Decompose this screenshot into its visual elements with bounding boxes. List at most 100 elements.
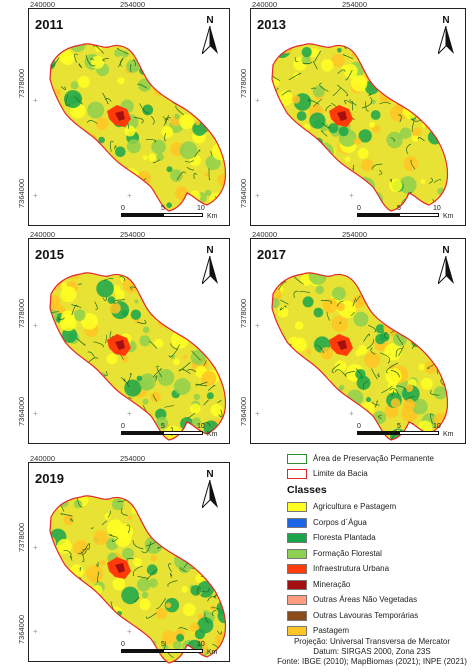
scale-unit: Km (207, 213, 218, 220)
scale-unit: Km (207, 649, 218, 656)
class-label: Corpos d´Água (313, 517, 367, 527)
class-swatch (287, 595, 307, 605)
north-arrow: N (199, 469, 221, 509)
scale-bar: 0 5 10 Km (121, 641, 221, 659)
class-label: Formação Florestal (313, 548, 382, 558)
class-swatch (287, 564, 307, 574)
year-label: 2015 (35, 247, 64, 262)
scale-segment-light (163, 213, 203, 217)
grid-cross: + (255, 96, 260, 105)
legend-classes-title: Classes (287, 484, 327, 496)
scale-segment-light (163, 431, 203, 435)
grid-cross: + (127, 409, 132, 418)
scale-tick-10: 10 (433, 423, 441, 430)
grid-cross: + (33, 321, 38, 330)
grid-cross: + (349, 191, 354, 200)
x-coord-right: 254000 (342, 230, 368, 239)
legend-app-label: Área de Preservação Permanente (313, 454, 434, 463)
scale-segment-light (399, 213, 439, 217)
scale-tick-5: 5 (397, 205, 401, 212)
scale-tick-5: 5 (397, 423, 401, 430)
grid-cross: + (33, 627, 38, 636)
class-swatch (287, 517, 307, 528)
scale-tick-5: 5 (161, 205, 165, 212)
watershed-map (37, 35, 237, 220)
year-label: 2011 (35, 17, 64, 32)
north-arrow: N (199, 245, 221, 285)
scale-tick-10: 10 (197, 641, 205, 648)
watershed-map (37, 487, 237, 672)
scale-bar: 0 5 10 Km (121, 423, 221, 441)
class-label: Agricultura e Pastagem (313, 502, 397, 511)
watershed-map (259, 35, 459, 220)
y-coord-top: 7378000 (17, 522, 26, 552)
scale-tick-5: 5 (161, 641, 165, 648)
scale-tick-0: 0 (357, 205, 361, 212)
north-arrow: N (435, 245, 457, 285)
y-coord-bottom: 7364000 (17, 178, 26, 208)
map-panel-2011: 2011 N 0 5 10 Km + + (28, 8, 230, 226)
north-label: N (206, 469, 214, 480)
x-coord-right: 254000 (120, 0, 146, 9)
scale-segment-dark (121, 213, 163, 217)
scale-tick-10: 10 (197, 205, 205, 212)
north-label: N (442, 15, 450, 26)
scale-unit: Km (443, 431, 454, 438)
x-coord-right: 254000 (120, 454, 146, 463)
class-swatch (287, 502, 307, 512)
year-label: 2013 (257, 17, 286, 32)
watershed-map (259, 264, 459, 449)
y-coord-top: 7378000 (239, 298, 248, 328)
map-panel-2017: 2017 N 0 5 10 Km + + (250, 238, 466, 444)
grid-cross: + (255, 191, 260, 200)
scale-tick-10: 10 (433, 205, 441, 212)
legend-limit-label: Limite da Bacia (313, 469, 368, 478)
x-coord-right: 254000 (120, 230, 146, 239)
class-label: Outras Lavouras Temporárias (313, 610, 419, 620)
y-coord-bottom: 7364000 (239, 396, 248, 426)
x-coord-left: 240000 (30, 0, 56, 9)
class-swatch (287, 548, 307, 559)
scale-tick-0: 0 (121, 641, 125, 648)
grid-cross: + (349, 409, 354, 418)
scale-segment-dark (121, 649, 163, 653)
x-coord-right: 254000 (342, 0, 368, 9)
scale-tick-0: 0 (121, 205, 125, 212)
map-panel-2013: 2013 N 0 5 10 Km + + (250, 8, 466, 226)
class-label: Outras Áreas Não Vegetadas (313, 595, 418, 604)
grid-cross: + (33, 96, 38, 105)
grid-cross: + (127, 627, 132, 636)
class-label: Infraestrutura Urbana (313, 564, 390, 573)
scale-segment-light (163, 649, 203, 653)
north-arrow-icon (202, 256, 218, 284)
north-arrow-icon (202, 26, 218, 54)
north-arrow: N (435, 15, 457, 55)
scale-unit: Km (207, 431, 218, 438)
credit-datum: Datum: SIRGAS 2000, Zona 23S (313, 647, 431, 656)
grid-cross: + (255, 409, 260, 418)
scale-tick-10: 10 (197, 423, 205, 430)
north-arrow-icon (438, 256, 454, 284)
year-label: 2019 (35, 471, 64, 486)
y-coord-top: 7378000 (17, 68, 26, 98)
class-swatch (287, 626, 307, 636)
credit-source: Fonte: IBGE (2010); MapBiomas (2021); IN… (277, 657, 467, 666)
y-coord-bottom: 7364000 (239, 178, 248, 208)
map-panel-2019: 2019 N 0 5 10 Km + + (28, 462, 230, 664)
scale-bar: 0 5 10 Km (357, 205, 457, 223)
grid-cross: + (127, 191, 132, 200)
north-label: N (206, 245, 214, 256)
north-arrow: N (199, 15, 221, 55)
scale-segment-dark (357, 431, 399, 435)
north-arrow-icon (438, 26, 454, 54)
watershed-map (37, 264, 237, 449)
app-swatch (287, 454, 307, 464)
scale-unit: Km (443, 213, 454, 220)
y-coord-top: 7378000 (239, 68, 248, 98)
scale-tick-5: 5 (161, 423, 165, 430)
north-label: N (206, 15, 214, 26)
y-coord-top: 7378000 (17, 298, 26, 328)
y-coord-bottom: 7364000 (17, 614, 26, 644)
grid-cross: + (33, 543, 38, 552)
x-coord-left: 240000 (30, 230, 56, 239)
